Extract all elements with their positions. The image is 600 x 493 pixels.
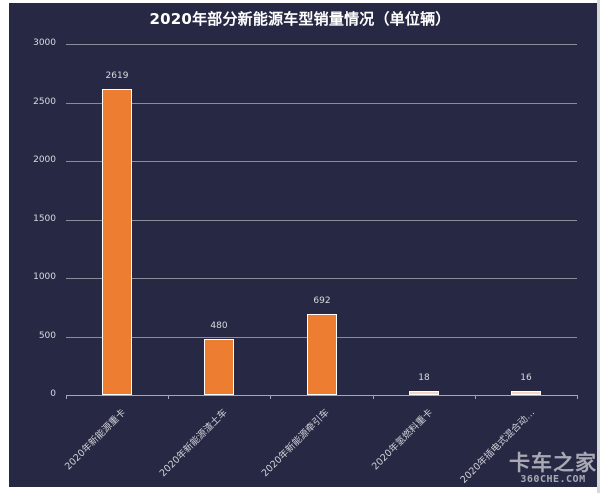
bar <box>511 391 541 395</box>
bar <box>409 391 439 395</box>
y-tick-label: 2500 <box>33 97 56 107</box>
gridline <box>66 278 577 279</box>
x-axis-tick <box>373 395 374 399</box>
x-axis-tick <box>168 395 169 399</box>
x-axis-tick <box>577 395 578 399</box>
data-label: 2619 <box>105 71 129 81</box>
chart-title: 2020年部分新能源车型销量情况（单位辆） <box>149 10 451 28</box>
right-edge <box>597 0 600 493</box>
y-tick-label: 1500 <box>33 214 56 224</box>
watermark-url: 360CHE.COM <box>520 474 586 485</box>
gridline <box>66 103 577 104</box>
data-label: 18 <box>418 373 430 383</box>
x-axis-tick <box>270 395 271 399</box>
bar <box>307 314 337 395</box>
watermark: 卡车之家 360CHE.COM <box>508 452 598 486</box>
y-tick-label: 3000 <box>33 38 56 48</box>
x-axis-tick <box>66 395 67 399</box>
y-tick-label: 1000 <box>33 272 56 282</box>
data-label: 480 <box>210 321 228 331</box>
data-label: 16 <box>520 373 532 383</box>
bar <box>204 339 234 395</box>
gridline <box>66 220 577 221</box>
y-tick-label: 0 <box>50 389 56 399</box>
gridline <box>66 161 577 162</box>
x-axis-tick <box>475 395 476 399</box>
x-axis <box>66 395 577 396</box>
y-tick-label: 2000 <box>33 155 56 165</box>
data-label: 692 <box>313 296 331 306</box>
bar <box>102 89 132 395</box>
watermark-logo-text: 卡车之家 <box>509 451 597 475</box>
y-tick-label: 500 <box>38 331 56 341</box>
gridline <box>66 44 577 45</box>
